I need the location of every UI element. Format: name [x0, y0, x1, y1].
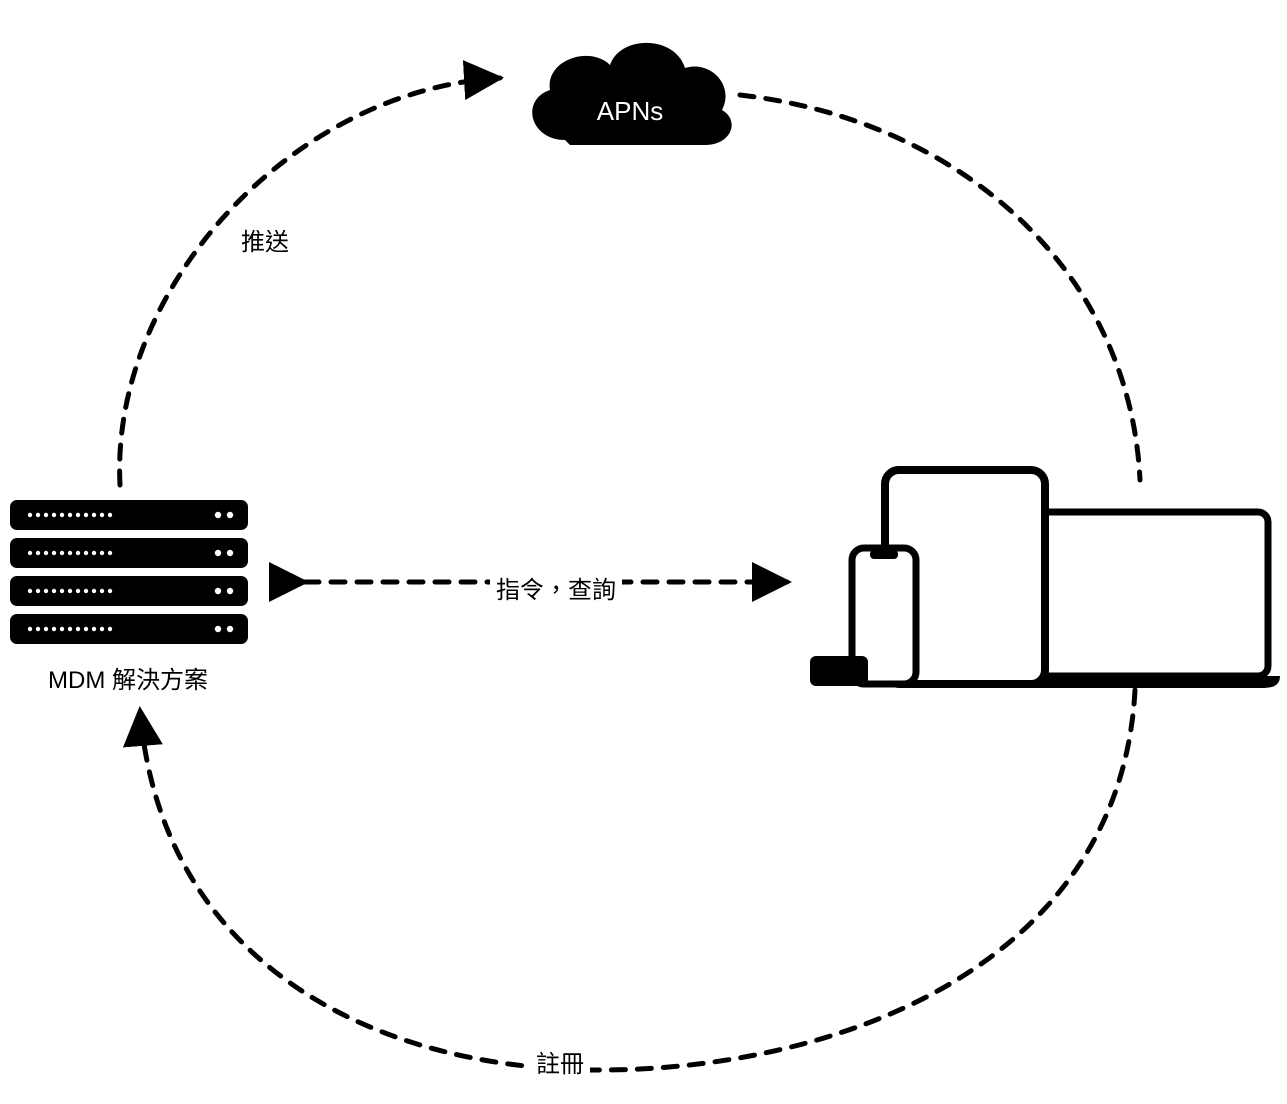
edge-register-label: 註冊: [530, 1042, 590, 1081]
diagram-canvas: APNs: [0, 0, 1287, 1104]
edge-push-label: 推送: [235, 220, 295, 259]
devices-node: [0, 0, 1287, 1104]
devices-icon: [810, 470, 1280, 688]
edge-commands-label: 指令，查詢: [490, 568, 622, 607]
